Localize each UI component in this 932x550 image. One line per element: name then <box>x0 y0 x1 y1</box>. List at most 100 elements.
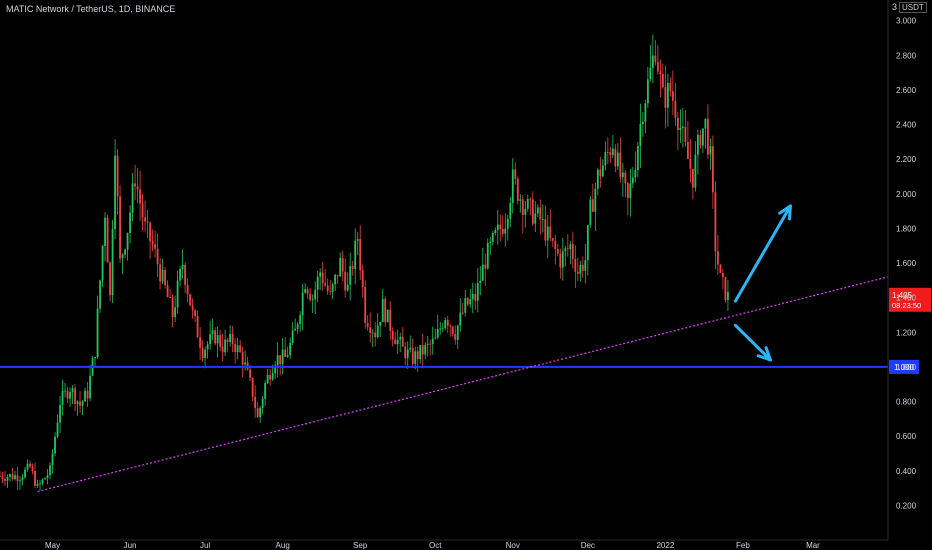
candle-up <box>209 334 212 345</box>
y-tick-label: 1.600 <box>896 259 917 268</box>
candle-down <box>254 396 257 409</box>
candle-up <box>444 319 447 329</box>
candle-down <box>624 172 627 184</box>
candle-up <box>319 272 322 277</box>
candle-up <box>59 405 61 423</box>
candle-down <box>591 199 594 212</box>
currency-prefix: 3 <box>892 2 898 12</box>
candle-down <box>389 309 392 331</box>
candle-down <box>501 229 504 234</box>
candle-down <box>201 347 204 358</box>
candle-down <box>66 390 69 399</box>
candle-down <box>249 369 252 378</box>
candle-up <box>589 199 592 226</box>
candle-down <box>466 298 469 305</box>
candle-down <box>226 339 229 342</box>
candle-up <box>409 347 412 350</box>
candle-down <box>531 199 534 224</box>
candle-down <box>359 239 362 271</box>
candle-up <box>286 355 289 358</box>
candle-up <box>111 229 114 296</box>
candle-up <box>586 225 589 261</box>
candle-up <box>264 383 267 399</box>
arrow-up[interactable] <box>733 204 792 303</box>
arrow-down[interactable] <box>733 323 772 362</box>
currency-selector[interactable]: 3 USDT <box>892 2 927 13</box>
candle-down <box>654 55 657 63</box>
candle-up <box>634 169 637 178</box>
candle-down <box>136 186 139 190</box>
candle-up <box>536 207 539 214</box>
candle-up <box>51 453 54 466</box>
candle-down <box>551 238 554 241</box>
candle-up <box>621 172 624 178</box>
candle-up <box>419 345 422 360</box>
candle-down <box>669 82 672 92</box>
candle-up <box>24 469 26 478</box>
candle-down <box>712 146 714 193</box>
candle-up <box>181 264 184 269</box>
candle-down <box>656 62 659 72</box>
candle-up <box>471 293 474 300</box>
candle-down <box>11 474 14 480</box>
candle-down <box>184 264 187 285</box>
candle-up <box>81 401 84 406</box>
candle-down <box>514 169 517 179</box>
candle-down <box>361 270 364 288</box>
candles-group <box>0 34 729 491</box>
candle-down <box>626 183 629 199</box>
y-tick-label: 1.800 <box>896 224 917 233</box>
y-tick-label: 2.200 <box>896 155 917 164</box>
candle-up <box>6 476 9 481</box>
candle-up <box>206 344 209 350</box>
candle-up <box>479 280 482 283</box>
candle-down <box>139 189 141 204</box>
candle-down <box>369 327 372 334</box>
candle-up <box>99 280 101 309</box>
candle-down <box>689 158 692 169</box>
candle-up <box>101 245 104 281</box>
candle-down <box>599 169 602 177</box>
time-axis[interactable]: May Jun Jul Aug Sep Oct Nov Dec 2022 Feb Mar <box>0 539 888 550</box>
candle-down <box>336 274 339 277</box>
candle-up <box>236 345 239 353</box>
candle-up <box>704 118 707 129</box>
candle-up <box>19 480 21 482</box>
candle-down <box>199 337 202 348</box>
x-tick-label: Nov <box>506 541 520 550</box>
candle-up <box>439 328 442 330</box>
x-tick-label: 2022 <box>656 541 674 550</box>
candle-up <box>396 339 399 345</box>
candle-up <box>414 351 417 364</box>
candle-up <box>524 208 527 215</box>
candle-down <box>451 326 454 335</box>
candle-down <box>154 244 156 249</box>
arrow-head <box>778 204 792 221</box>
candle-down <box>411 347 414 364</box>
candle-up <box>431 338 434 345</box>
candle-up <box>281 349 284 365</box>
candle-up <box>489 241 492 244</box>
candle-up <box>211 330 214 335</box>
candle-down <box>559 253 562 268</box>
candle-down <box>606 151 609 153</box>
candle-up <box>316 276 319 290</box>
candle-down <box>86 390 89 399</box>
candle-up <box>649 68 652 80</box>
candle-up <box>681 126 684 129</box>
candle-up <box>546 226 549 241</box>
x-tick-label: Feb <box>736 541 750 550</box>
candle-up <box>354 240 357 269</box>
candle-down <box>326 285 329 292</box>
candle-down <box>256 408 259 418</box>
candle-down <box>329 291 332 293</box>
candle-up <box>601 165 604 177</box>
candle-up <box>121 254 124 259</box>
candle-down <box>324 283 327 286</box>
candle-down <box>31 466 34 472</box>
candle-up <box>491 233 494 242</box>
candle-down <box>539 207 542 220</box>
level-label-bg <box>889 359 919 374</box>
price-axis[interactable]: 0.200 0.400 0.600 0.800 1.000 1.200 1.400 1.600… <box>887 0 917 540</box>
